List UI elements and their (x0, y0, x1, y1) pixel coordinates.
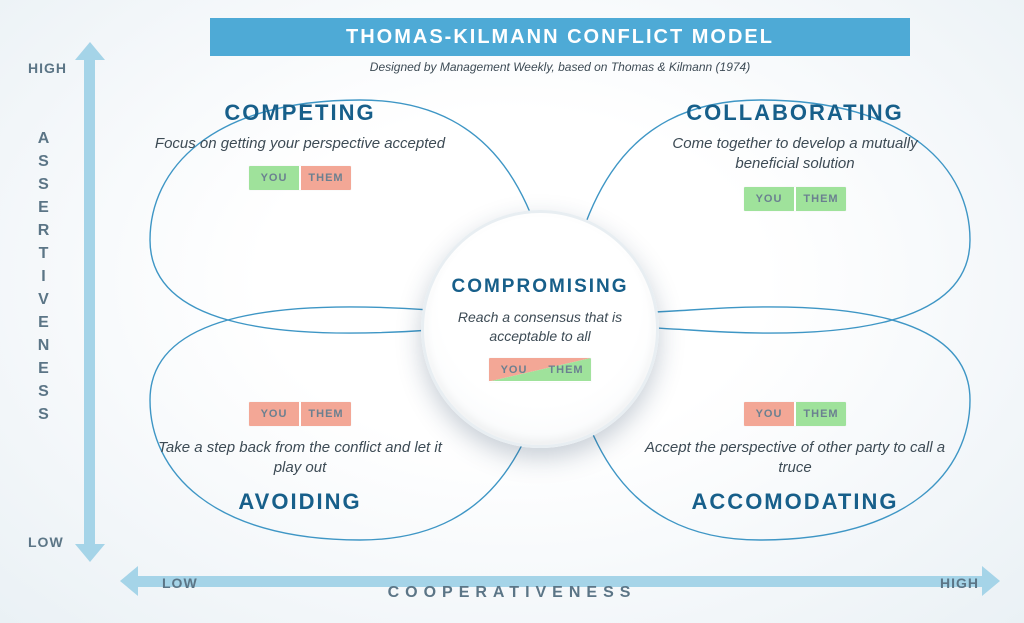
competing-badge: YOU THEM (249, 166, 351, 190)
badge-separator (794, 187, 796, 211)
avoiding-heading: AVOIDING (145, 489, 455, 515)
collaborating-badge-you: YOU (744, 187, 794, 211)
compromising-badge-you: YOU (489, 358, 539, 382)
subtitle: Designed by Management Weekly, based on … (210, 60, 910, 74)
compromising-badge: YOU THEM (489, 358, 591, 382)
competing-badge-them: THEM (301, 166, 351, 190)
compromising-badge-them: THEM (541, 358, 591, 382)
avoiding-badge-you: YOU (249, 402, 299, 426)
collaborating-desc: Come together to develop a mutually bene… (640, 134, 950, 175)
avoiding-desc: Take a step back from the conflict and l… (145, 438, 455, 479)
quadrant-accommodating: YOU THEM Accept the perspective of other… (640, 390, 950, 515)
accommodating-heading: ACCOMODATING (640, 489, 950, 515)
quadrant-avoiding: YOU THEM Take a step back from the confl… (145, 390, 455, 515)
title-bar: THOMAS-KILMANN CONFLICT MODEL (210, 18, 910, 56)
avoiding-badge: YOU THEM (249, 402, 351, 426)
competing-desc: Focus on getting your perspective accept… (145, 134, 455, 154)
horizontal-axis-label: COOPERATIVENESS (0, 584, 1024, 602)
badge-separator (794, 402, 796, 426)
vertical-axis-arrow (75, 42, 105, 562)
center-compromising: COMPROMISING Reach a consensus that is a… (421, 210, 659, 448)
quadrant-competing: COMPETING Focus on getting your perspect… (145, 100, 455, 190)
collaborating-badge: YOU THEM (744, 187, 846, 211)
avoiding-badge-them: THEM (301, 402, 351, 426)
badge-separator (299, 166, 301, 190)
compromising-heading: COMPROMISING (451, 276, 628, 298)
quadrant-collaborating: COLLABORATING Come together to develop a… (640, 100, 950, 211)
accommodating-badge: YOU THEM (744, 402, 846, 426)
accommodating-badge-them: THEM (796, 402, 846, 426)
badge-separator (299, 402, 301, 426)
subtitle-text: Designed by Management Weekly, based on … (370, 60, 750, 74)
compromising-desc: Reach a consensus that is acceptable to … (446, 308, 634, 346)
vertical-axis-label: ASSERTIVENESS (34, 130, 52, 429)
vertical-axis-high: HIGH (28, 60, 67, 76)
accommodating-desc: Accept the perspective of other party to… (640, 438, 950, 479)
collaborating-badge-them: THEM (796, 187, 846, 211)
collaborating-heading: COLLABORATING (640, 100, 950, 126)
competing-heading: COMPETING (145, 100, 455, 126)
competing-badge-you: YOU (249, 166, 299, 190)
vertical-axis-low: LOW (28, 534, 64, 550)
accommodating-badge-you: YOU (744, 402, 794, 426)
title-text: THOMAS-KILMANN CONFLICT MODEL (346, 26, 774, 49)
